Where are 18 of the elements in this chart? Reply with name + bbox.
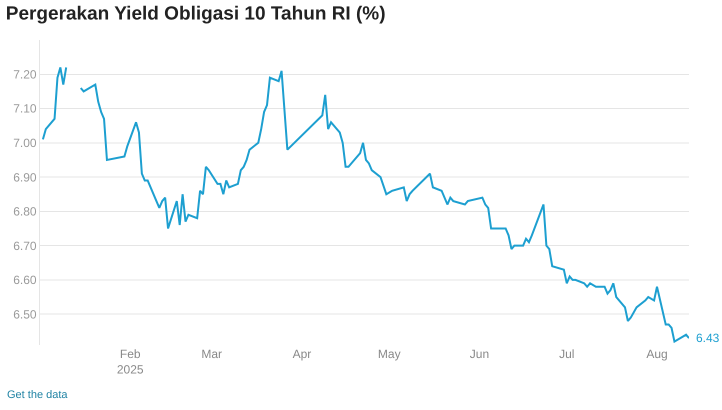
- x-tick-label: Aug: [646, 347, 668, 361]
- annotation: 6.43: [696, 331, 720, 345]
- y-tick-label: 6.50: [13, 307, 37, 322]
- y-tick-label: 7.20: [13, 67, 37, 82]
- x-tick-label: Jun: [470, 347, 490, 361]
- x-tick-label: Mar: [201, 347, 222, 361]
- y-tick-label: 7.10: [13, 102, 37, 116]
- y-tick-label: 6.80: [13, 204, 37, 219]
- text: Get the data: [7, 389, 68, 401]
- x-tick-label: Feb 2025: [116, 347, 144, 377]
- y-tick-label: 6.60: [13, 273, 37, 288]
- x-tick-label: Jul: [559, 347, 574, 361]
- y-tick-label: 6.90: [13, 170, 37, 184]
- y-tick-label: 7.00: [13, 136, 37, 150]
- y-tick-label: 6.70: [13, 238, 37, 253]
- chart-title: Pergerakan Yield Obligasi 10 Tahun RI (%): [6, 3, 386, 24]
- x-tick-label: May: [378, 347, 401, 361]
- x-tick-label: Apr: [292, 347, 312, 361]
